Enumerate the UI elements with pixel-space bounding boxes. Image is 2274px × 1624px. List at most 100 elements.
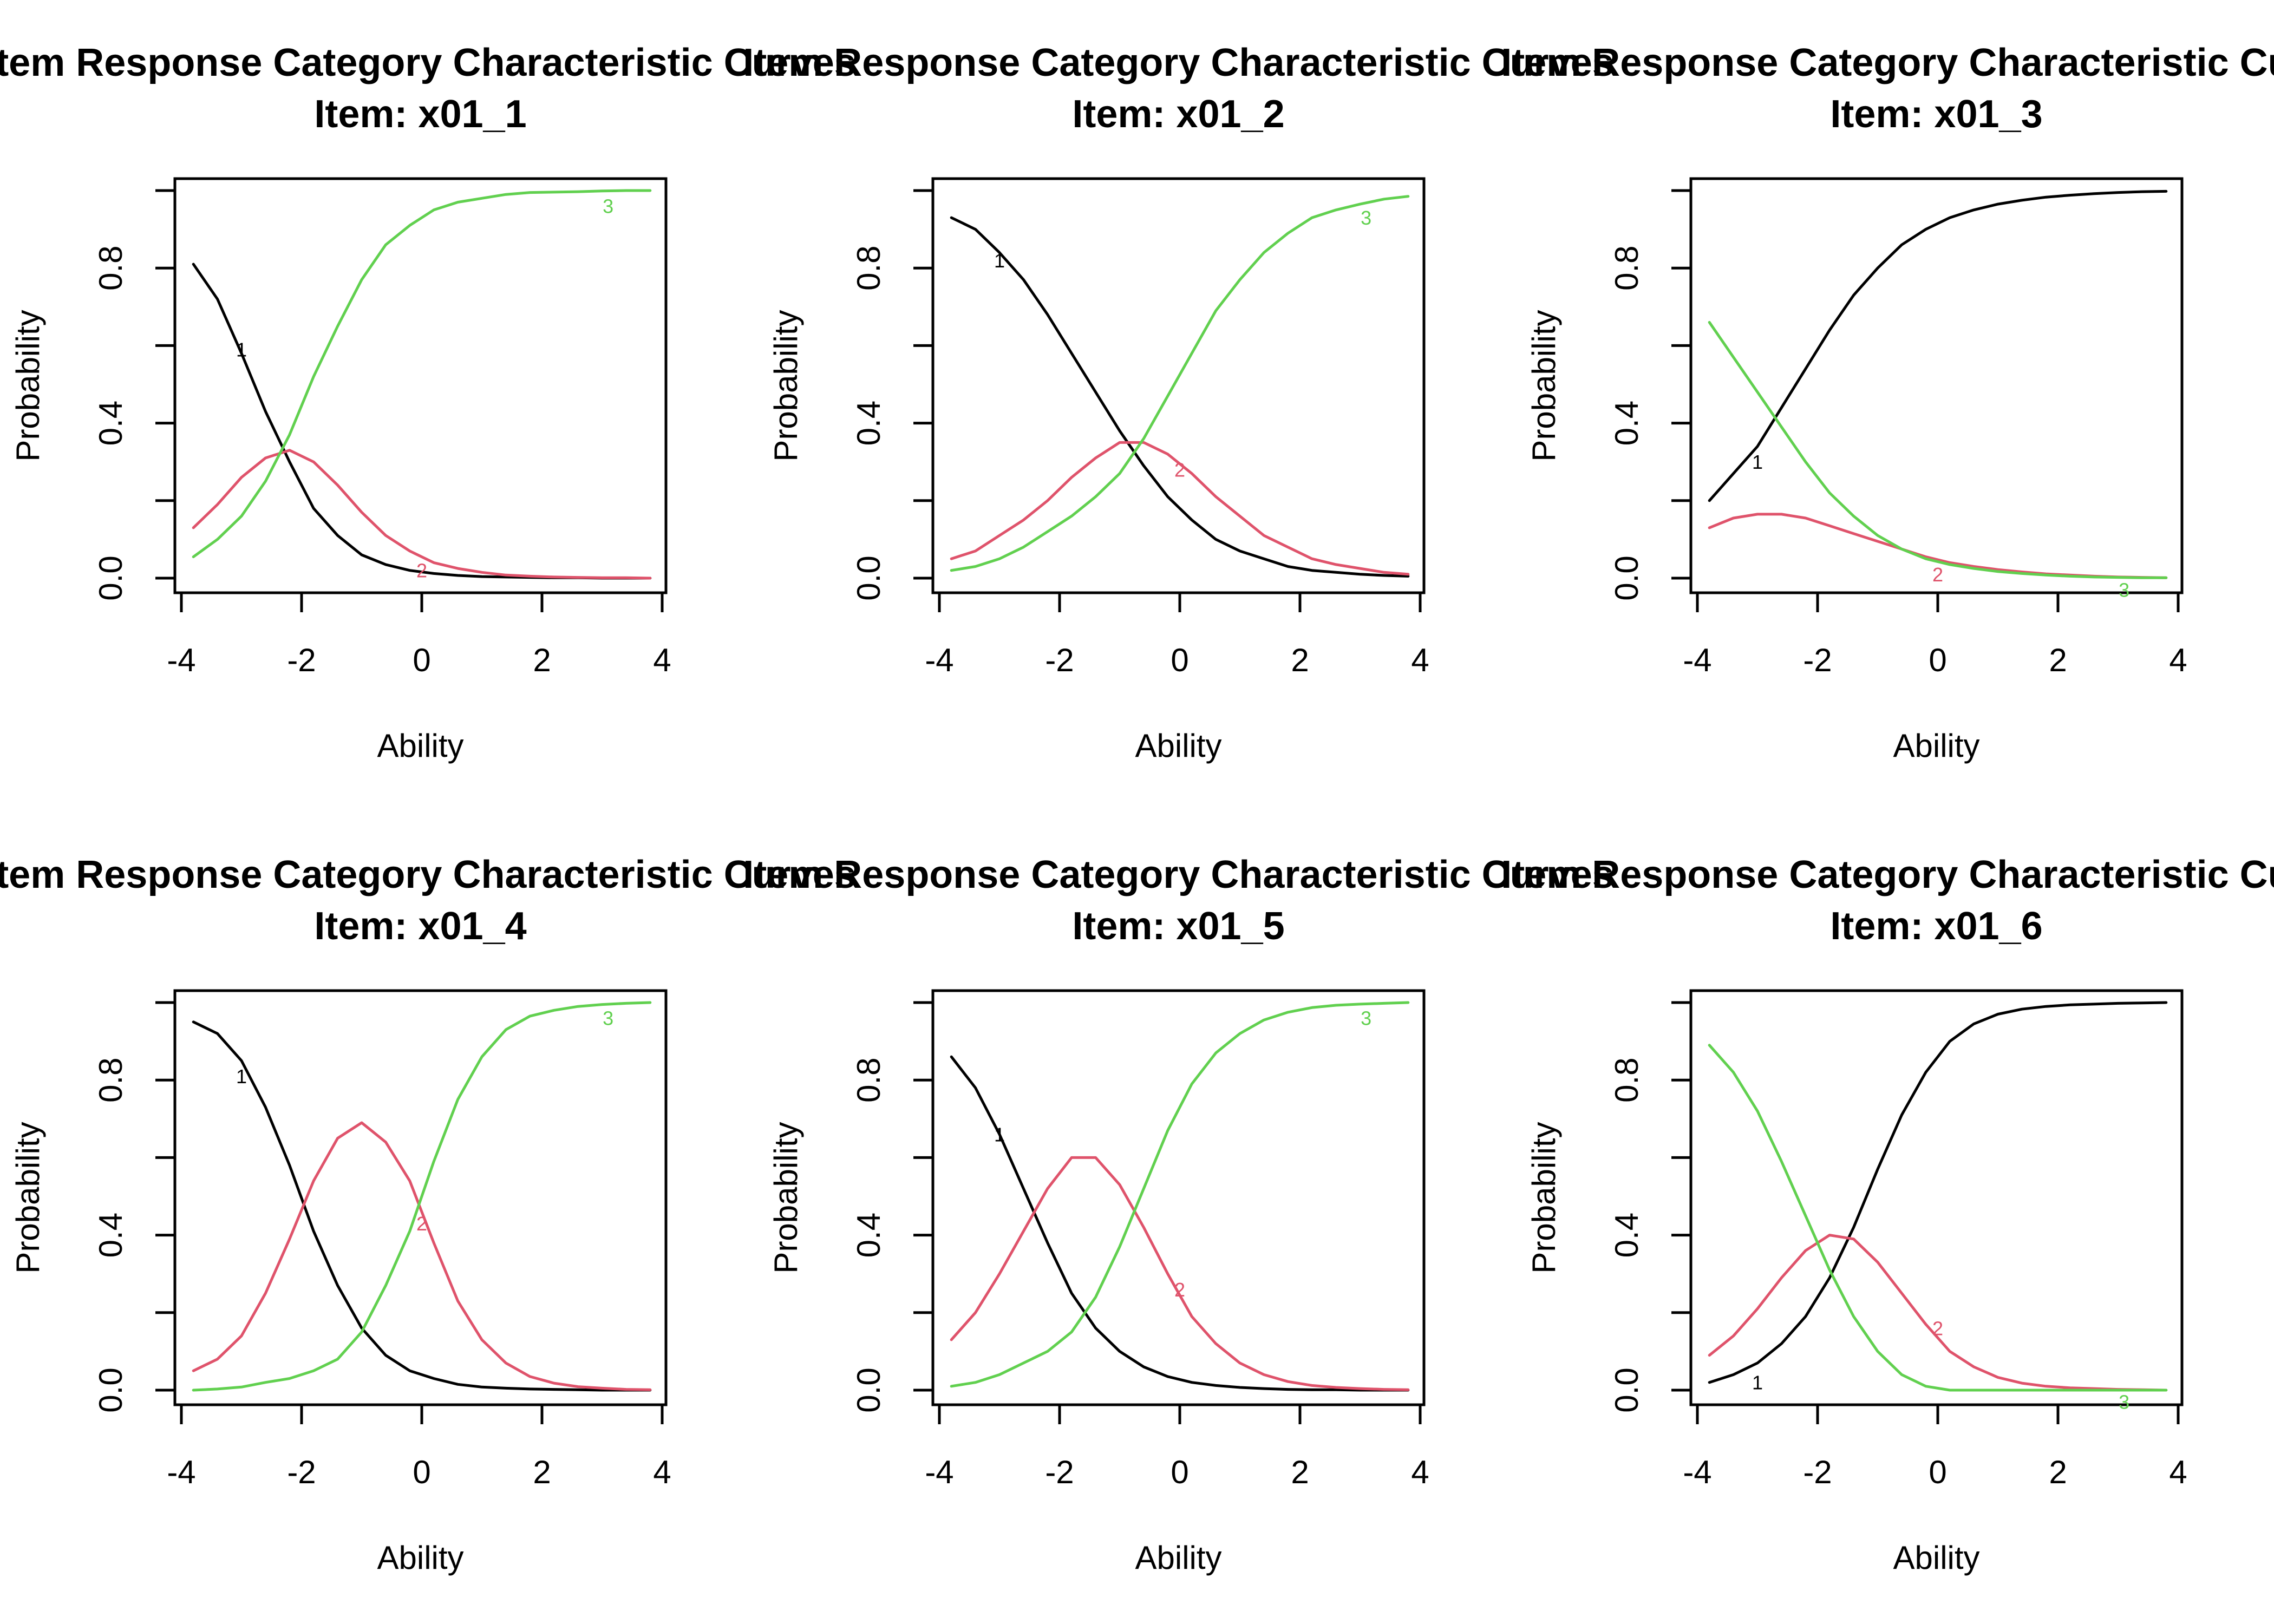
panel-3: Item Response Category Characteristic Cu… [1501, 41, 2274, 764]
x-tick-label: -2 [287, 1454, 316, 1490]
y-tick-label: 0.8 [1609, 1057, 1645, 1102]
x-tick-label: 2 [533, 1454, 551, 1490]
curve-category-1 [1708, 189, 2168, 502]
panel-subtitle: Item: x01_6 [1830, 905, 2042, 948]
curve-label-2: 2 [416, 1213, 427, 1235]
panel-subtitle: Item: x01_1 [314, 93, 526, 136]
curve-category-1 [950, 216, 1410, 578]
curve-label-1: 1 [994, 250, 1005, 272]
y-axis-label: Probability [10, 1122, 46, 1273]
x-tick-label: -4 [167, 642, 195, 678]
y-tick-label: 0.8 [93, 245, 129, 290]
y-axis-label: Probability [1526, 1122, 1562, 1273]
curve-category-3 [950, 1001, 1410, 1388]
panel-title: Item Response Category Characteristic Cu… [0, 853, 856, 896]
curve-label-3: 3 [603, 1007, 613, 1030]
x-tick-label: -2 [287, 642, 316, 678]
panel-subtitle: Item: x01_5 [1072, 905, 1284, 948]
x-tick-label: 4 [2169, 642, 2187, 678]
curve-category-3 [192, 1001, 652, 1392]
curve-category-1 [192, 263, 652, 580]
x-tick-label: 4 [653, 1454, 671, 1490]
panel-title: Item Response Category Characteristic Cu… [0, 41, 856, 84]
x-tick-label: 4 [1411, 642, 1429, 678]
y-tick-label: 0.0 [93, 555, 129, 600]
panel-title: Item Response Category Characteristic Cu… [1501, 41, 2274, 84]
x-tick-label: -2 [1803, 642, 1832, 678]
curve-category-3 [192, 189, 652, 559]
x-tick-label: 4 [1411, 1454, 1429, 1490]
panel-2: Item Response Category Characteristic Cu… [743, 41, 1614, 764]
y-tick-label: 0.4 [1609, 1213, 1645, 1258]
x-tick-label: -4 [167, 1454, 195, 1490]
curve-label-3: 3 [603, 195, 613, 218]
curve-label-2: 2 [1932, 564, 1943, 586]
panel-title: Item Response Category Characteristic Cu… [743, 853, 1614, 896]
x-tick-label: 0 [1171, 1454, 1188, 1490]
curve-category-1 [192, 1020, 652, 1392]
curve-label-3: 3 [2119, 1391, 2129, 1413]
x-axis-label: Ability [1135, 1540, 1221, 1576]
y-tick-label: 0.0 [1609, 555, 1645, 600]
panel-title: Item Response Category Characteristic Cu… [743, 41, 1614, 84]
curve-label-1: 1 [1752, 451, 1763, 473]
x-tick-label: 4 [2169, 1454, 2187, 1490]
curve-label-2: 2 [1174, 459, 1185, 481]
panel-5: Item Response Category Characteristic Cu… [743, 853, 1614, 1576]
y-axis-label: Probability [1526, 310, 1562, 461]
panel-subtitle: Item: x01_4 [314, 905, 526, 948]
y-tick-label: 0.4 [1609, 401, 1645, 446]
curve-label-2: 2 [1174, 1279, 1185, 1301]
curve-label-1: 1 [236, 1065, 247, 1088]
x-axis-label: Ability [377, 728, 463, 764]
y-tick-label: 0.8 [851, 1057, 887, 1102]
x-tick-label: -2 [1803, 1454, 1832, 1490]
curve-category-3 [1708, 320, 2168, 579]
panel-1: Item Response Category Characteristic Cu… [0, 41, 856, 764]
x-axis-label: Ability [377, 1540, 463, 1576]
panel-subtitle: Item: x01_3 [1830, 93, 2042, 136]
y-tick-label: 0.8 [851, 245, 887, 290]
x-tick-label: -4 [925, 642, 953, 678]
y-axis-label: Probability [10, 310, 46, 461]
curve-label-1: 1 [1752, 1372, 1763, 1394]
x-axis-label: Ability [1893, 1540, 1979, 1576]
curve-label-1: 1 [994, 1123, 1005, 1145]
x-tick-label: 0 [1171, 642, 1188, 678]
y-tick-label: 0.0 [851, 555, 887, 600]
y-tick-label: 0.0 [93, 1367, 129, 1412]
y-axis-label: Probability [768, 310, 804, 461]
y-tick-label: 0.4 [851, 401, 887, 446]
x-tick-label: -2 [1045, 1454, 1074, 1490]
panel-title: Item Response Category Characteristic Cu… [1501, 853, 2274, 896]
curve-label-2: 2 [1932, 1317, 1943, 1339]
plot-frame [1689, 177, 2184, 594]
curve-category-1 [950, 1055, 1410, 1392]
x-tick-label: -2 [1045, 642, 1074, 678]
x-tick-label: 0 [1929, 1454, 1946, 1490]
y-axis-label: Probability [768, 1122, 804, 1273]
curve-category-1 [1708, 1001, 2168, 1384]
curve-label-3: 3 [2119, 579, 2129, 601]
plot-frame [1689, 989, 2184, 1406]
curve-label-3: 3 [1361, 1007, 1371, 1030]
x-axis-label: Ability [1893, 728, 1979, 764]
x-tick-label: 2 [2049, 1454, 2067, 1490]
curve-category-2 [950, 1156, 1410, 1391]
x-tick-label: 0 [413, 1454, 430, 1490]
curve-label-2: 2 [416, 560, 427, 582]
curve-label-1: 1 [236, 339, 247, 361]
curve-label-3: 3 [1361, 207, 1371, 229]
curve-category-3 [950, 195, 1410, 572]
curve-category-2 [950, 441, 1410, 576]
panel-6: Item Response Category Characteristic Cu… [1501, 853, 2274, 1576]
x-tick-label: 2 [533, 642, 551, 678]
plot-frame [173, 177, 668, 594]
x-tick-label: -4 [1683, 642, 1711, 678]
x-tick-label: 2 [2049, 642, 2067, 678]
y-tick-label: 0.8 [1609, 245, 1645, 290]
panel-subtitle: Item: x01_2 [1072, 93, 1284, 136]
x-tick-label: 0 [413, 642, 430, 678]
